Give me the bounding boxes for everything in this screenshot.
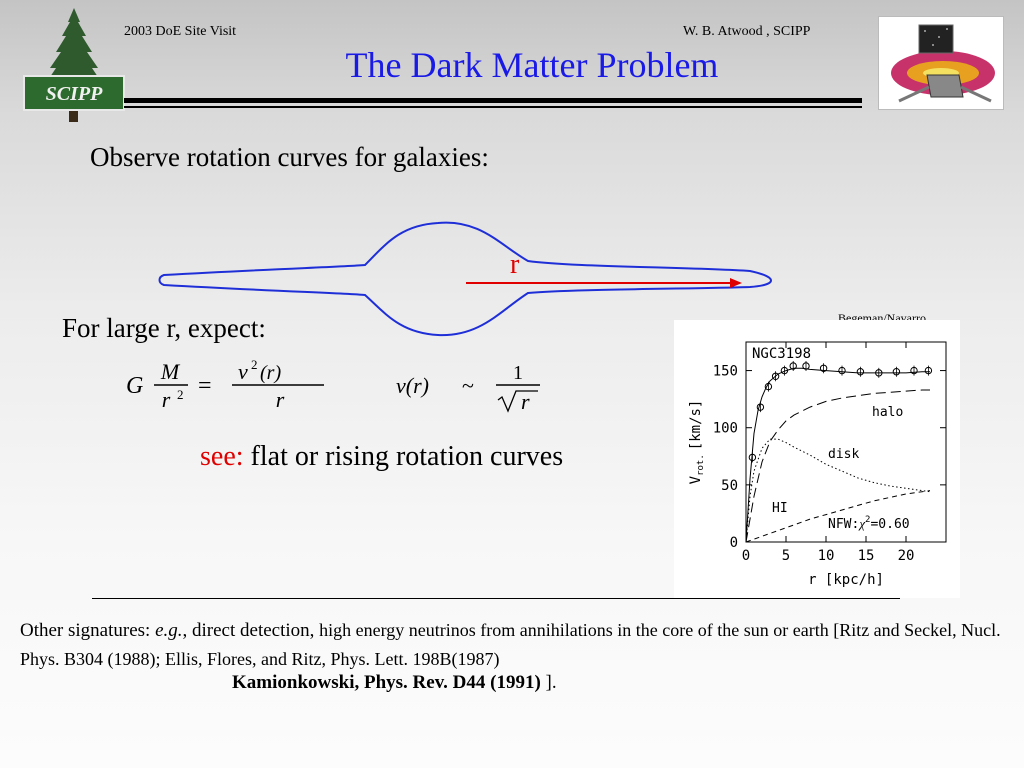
eq-r-den: r <box>162 387 171 412</box>
radius-label: r <box>510 249 520 280</box>
data-point <box>789 362 797 370</box>
satellite-logo <box>878 16 1004 110</box>
curve-total <box>745 367 930 543</box>
galaxy-name: NGC3198 <box>752 346 811 362</box>
expectation-text: For large r, expect: <box>62 313 266 343</box>
radius-arrow-head <box>730 278 742 288</box>
eq-v: v <box>238 359 248 384</box>
kamionkowski-ref: Kamionkowski, Phys. Rev. D44 (1991) ]. <box>232 672 557 694</box>
eq-r-den-sup: 2 <box>177 387 184 402</box>
curve-hi <box>745 490 931 543</box>
y-tick-label: 150 <box>713 364 738 380</box>
title-rule <box>124 98 862 103</box>
eg-text: e.g. <box>155 620 183 641</box>
other-lead: Other signatures: <box>20 620 156 641</box>
data-points <box>748 361 933 463</box>
plot-frame <box>745 341 947 543</box>
eq-one: 1 <box>513 362 523 384</box>
y-tick-label: 0 <box>730 535 738 551</box>
neutrino-refs: high energy neutrinos from annihilations… <box>20 620 1001 669</box>
svg-text:Vrot.[km/s]: Vrot.[km/s] <box>688 400 706 485</box>
data-point <box>838 366 846 375</box>
x-tick-label: 15 <box>858 548 875 564</box>
data-point <box>924 366 933 375</box>
observe-text: Observe rotation curves for galaxies: <box>90 142 489 172</box>
velocity-scaling: v(r) ~ 1 r <box>396 362 540 414</box>
logo-box <box>23 75 125 111</box>
halo-label: halo <box>872 405 903 420</box>
y-axis-label: Vrot.[km/s] <box>688 400 706 485</box>
see-label: see: <box>200 441 244 472</box>
data-point <box>892 368 901 376</box>
data-point <box>875 369 883 377</box>
ref-tail: ]. <box>540 672 557 693</box>
equations: G M r 2 = v 2 (r) r v(r) ~ 1 r <box>126 357 540 414</box>
header-author: W. B. Atwood , SCIPP <box>683 24 811 39</box>
eq-G: G <box>126 373 143 399</box>
eq-v-arg: (r) <box>260 362 281 384</box>
eq-mass: M <box>160 359 181 384</box>
satellite-module <box>926 74 964 98</box>
direct-detection: , direct detection, <box>182 620 320 641</box>
section-divider <box>92 598 900 599</box>
x-tick-label: 20 <box>898 548 915 564</box>
curves <box>745 367 931 543</box>
data-point <box>802 362 810 370</box>
header-event: 2003 DoE Site Visit <box>124 24 237 39</box>
disk-label: disk <box>828 447 859 462</box>
galaxy-outline <box>158 221 772 337</box>
gravity-equation: G M r 2 = v 2 (r) r <box>126 357 324 412</box>
x-tick-label: 10 <box>818 548 835 564</box>
eq-v-of-r: v(r) <box>396 373 429 398</box>
nfw-label: NFW:χ2=0.60 <box>828 515 910 532</box>
curve-halo <box>745 389 930 543</box>
result-text: flat or rising rotation curves <box>243 441 564 472</box>
eq-r-sqrt: r <box>521 389 530 414</box>
eq-tilde: ~ <box>462 373 474 398</box>
data-point <box>771 372 780 380</box>
y-tick-label: 100 <box>713 421 738 437</box>
rotation-curve-chart: 0 5 10 15 20 0 50 100 150 NGC3198 halo disk HI N… <box>674 320 960 598</box>
observation-result: see: flat or rising rotation curves <box>200 441 563 473</box>
data-point <box>780 366 789 375</box>
data-point <box>748 453 757 462</box>
axis-ticks: 0 5 10 15 20 0 50 100 150 <box>713 342 946 564</box>
eq-r-rhs: r <box>276 387 285 412</box>
data-point <box>756 403 765 411</box>
other-signatures: Other signatures: e.g., direct detection… <box>20 616 1010 674</box>
x-tick-label: 5 <box>782 548 790 564</box>
logo-text: SCIPP <box>46 83 103 105</box>
eq-equals: = <box>198 373 212 399</box>
data-point <box>856 368 865 376</box>
y-tick-label: 50 <box>721 478 738 494</box>
sqrt-sign <box>497 390 538 413</box>
data-point <box>819 364 828 372</box>
slide-title: The Dark Matter Problem <box>345 45 719 85</box>
hi-label: HI <box>772 501 788 516</box>
data-point <box>910 366 918 375</box>
ref-bold: Kamionkowski, Phys. Rev. D44 (1991) <box>232 672 541 693</box>
scipp-logo: SCIPP <box>23 8 125 122</box>
x-tick-label: 0 <box>742 548 750 564</box>
data-point <box>764 382 773 391</box>
eq-v-sup: 2 <box>251 357 258 372</box>
title-rule-thin <box>124 106 862 108</box>
galaxy-sketch: r <box>158 221 772 337</box>
x-axis-label: r [kpc/h] <box>808 572 884 588</box>
